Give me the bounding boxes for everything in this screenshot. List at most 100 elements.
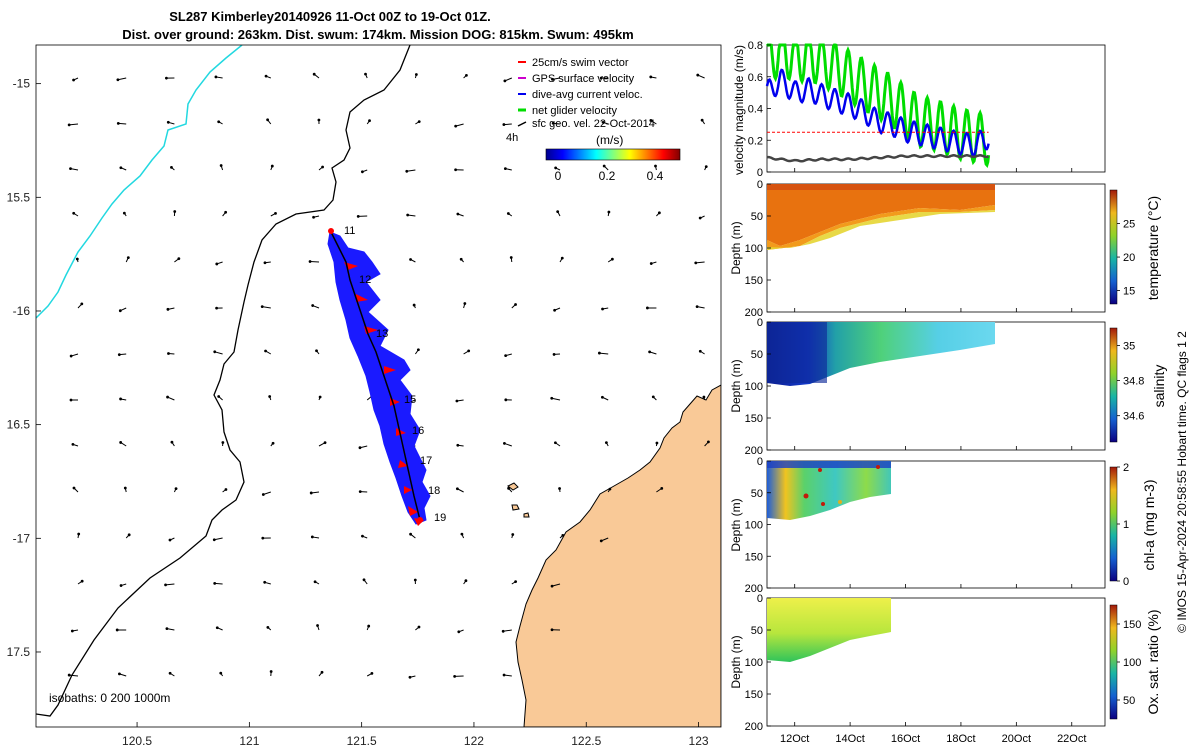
map-frame xyxy=(35,44,722,728)
day-label-12: 12 xyxy=(359,274,371,286)
sfc-velocity-arrow-head xyxy=(707,440,710,444)
isobaths-note: isobaths: 0 200 1000m xyxy=(49,691,170,705)
sfc-velocity-arrow-head xyxy=(698,349,702,353)
chla-colorbar-ticks: 0 1 2 xyxy=(1117,462,1129,588)
day-label-15: 15 xyxy=(404,394,416,406)
sfc-velocity-arrow-head xyxy=(274,212,277,215)
sfc-velocity-arrow-head xyxy=(417,120,421,124)
sfc-velocity-arrow-head xyxy=(213,350,217,354)
depth-ytick-label: 0 xyxy=(757,456,763,468)
glider-track: 11 12 13 15 16 17 18 19 xyxy=(327,225,446,526)
sfc-velocity-arrow-head xyxy=(309,491,313,495)
depth-ytick-label: 150 xyxy=(745,413,763,425)
sfc-velocity-arrow-head xyxy=(553,308,557,312)
colorbar-tick-label: 25 xyxy=(1123,219,1135,231)
sfc-velocity-arrow-head xyxy=(72,78,75,82)
sfc-velocity-arrow-head xyxy=(412,303,416,307)
sfc-velocity-arrow xyxy=(262,306,271,309)
sfc-velocity-arrow-head xyxy=(224,210,228,214)
legend-note: 4h xyxy=(506,132,518,144)
sfc-velocity-arrow-head xyxy=(408,675,412,679)
legend-label-swim: 25cm/s swim vector xyxy=(532,57,629,69)
velocity-ytick-label: 0.2 xyxy=(748,135,763,147)
sfc-velocity-arrow xyxy=(503,629,512,632)
depth-ytick-label: 50 xyxy=(751,349,763,361)
colorbar-tick-label: 1 xyxy=(1123,519,1129,531)
sfc-velocity-arrow-head xyxy=(224,488,228,491)
island xyxy=(523,512,530,518)
time-tick-label: 20Oct xyxy=(1002,733,1031,745)
sfc-velocity-arrow-head xyxy=(356,215,360,218)
sfc-velocity-arrow-head xyxy=(166,120,170,124)
sfc-velocity-arrow-head xyxy=(455,487,459,491)
sfc-velocity-arrow-head xyxy=(69,354,73,358)
sfc-velocity-arrow-head xyxy=(119,166,123,170)
sfc-velocity-arrow-head xyxy=(649,119,653,122)
depth-ytick-label: 150 xyxy=(745,275,763,287)
salinity-colorbar-ticks: 34.6 34.8 35 xyxy=(1117,341,1144,423)
depth-ytick-label: 100 xyxy=(745,381,763,393)
sfc-velocity-arrow-head xyxy=(501,629,505,633)
velocity-ytick-label: 0.4 xyxy=(748,104,763,116)
sfc-velocity-arrow-head xyxy=(315,349,318,353)
sfc-velocity-arrow-head xyxy=(599,76,603,80)
salinity-colorbar-label: salinity xyxy=(1151,365,1167,408)
sfc-velocity-arrow-head xyxy=(266,625,270,629)
sfc-velocity-arrow-head xyxy=(261,493,265,496)
sfc-velocity-arrow-head xyxy=(455,399,459,403)
map-ytick-label: 16.5 xyxy=(7,418,31,432)
sfc-velocity-arrow-head xyxy=(695,305,699,308)
sfc-velocity-arrow-head xyxy=(270,164,274,168)
depth-ytick-label: 0 xyxy=(757,593,763,605)
sfc-velocity-arrow-head xyxy=(80,579,84,583)
sfc-velocity-arrow-head xyxy=(460,532,464,536)
sfc-velocity-arrow-head xyxy=(556,210,560,214)
depth-ytick-label: 50 xyxy=(751,625,763,637)
sfc-velocity-arrow-head xyxy=(321,165,324,169)
temperature-surface-maximum xyxy=(767,184,995,190)
sfc-velocity-arrow-head xyxy=(696,73,700,77)
sfc-velocity-arrow-head xyxy=(550,628,554,632)
map-colorbar-tick: 0.2 xyxy=(599,169,616,183)
sfc-velocity-arrow-head xyxy=(215,626,219,630)
sfc-velocity-arrow-head xyxy=(323,441,327,445)
sfc-velocity-arrow-head xyxy=(648,350,652,354)
depth-ytick-label: 0 xyxy=(757,179,763,191)
sfc-velocity-arrow-head xyxy=(608,487,612,491)
colorbar-tick-label: 34.6 xyxy=(1123,411,1144,423)
velocity-series-line xyxy=(766,154,989,163)
track-end-point xyxy=(417,517,423,523)
depth-ytick-label: 100 xyxy=(745,657,763,669)
oxygen-colorbar xyxy=(1109,604,1118,720)
sfc-velocity-arrow-head xyxy=(504,354,508,358)
velocity-frame xyxy=(766,44,1106,173)
time-tick-label: 18Oct xyxy=(946,733,975,745)
sfc-velocity-arrow xyxy=(406,169,416,172)
sfc-velocity-arrow-head xyxy=(502,123,506,126)
sfc-velocity-arrow-head xyxy=(602,164,606,168)
depth-ytick-label: 200 xyxy=(745,583,763,595)
island xyxy=(507,482,519,491)
sfc-velocity-arrow-head xyxy=(694,261,698,265)
sfc-velocity-arrow-head xyxy=(168,538,172,542)
sfc-velocity-arrow-head xyxy=(561,533,565,537)
map-ytick-label: -16 xyxy=(13,304,31,318)
map-colorbar xyxy=(545,148,681,161)
time-axis-ticks: 12Oct 14Oct 16Oct 18Oct 20Oct 22Oct xyxy=(780,733,1086,745)
sfc-velocity-arrow-head xyxy=(310,535,314,539)
velocity-series-line xyxy=(765,43,991,169)
oxygen-colorbar-ticks: 50 100 150 xyxy=(1117,619,1141,707)
sfc-velocity-arrow-head xyxy=(312,72,316,76)
sfc-velocity-arrow-head xyxy=(166,307,170,311)
sfc-velocity-arrow xyxy=(165,583,175,586)
sfc-velocity-arrow-head xyxy=(119,441,123,444)
sfc-velocity-arrow-head xyxy=(698,216,702,220)
sfc-velocity-arrow-head xyxy=(409,258,412,261)
sfc-velocity-arrow-head xyxy=(364,72,367,76)
sfc-velocity-arrow-head xyxy=(413,578,417,582)
sfc-velocity-arrow-head xyxy=(601,121,605,124)
temperature-deep-layer xyxy=(767,210,995,250)
depth-ytick-label: 200 xyxy=(745,307,763,319)
chla-field xyxy=(767,461,891,520)
